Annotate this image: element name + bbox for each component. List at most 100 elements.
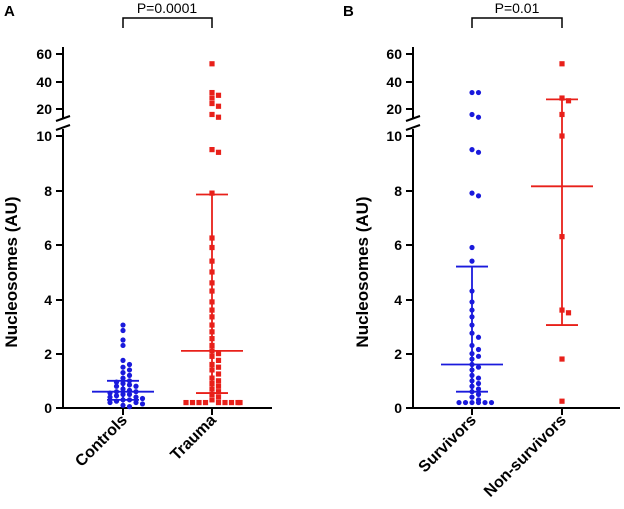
panel-a-controls-point-34	[120, 402, 126, 408]
panel-a-controls-point-9	[126, 372, 133, 378]
panel-a-category-controls: Controls	[72, 412, 131, 471]
panel-a-controls-point-10	[120, 375, 126, 381]
panel-a-trauma-point-37	[215, 389, 222, 395]
panel-b-survivors-point-8	[469, 244, 475, 251]
panel-b-survivors-point-18	[475, 346, 482, 353]
panel-a-significance-bracket	[122, 17, 213, 28]
panel-a-trauma-point-5	[215, 103, 222, 109]
panel-b-tick-label-60: 60	[386, 46, 402, 62]
panel-b-label: B	[343, 3, 354, 20]
panel-a-trauma-point-40	[209, 397, 215, 403]
panel-a-controls-point-35	[126, 404, 133, 410]
panel-a-p-value: P=0.0001	[137, 0, 198, 16]
panel-b-survivors-point-36	[475, 399, 482, 406]
panel-b-tick-label-6: 6	[394, 237, 402, 253]
panel-a-controls-point-27	[139, 395, 146, 402]
panel-a-tick-label-10: 10	[36, 128, 52, 144]
panel-a-data-marks	[92, 61, 243, 410]
panel-b-survivors-point-4	[469, 147, 475, 153]
panel-a-trauma-point-45	[228, 399, 235, 406]
panel-b-survivors-point-3	[475, 114, 482, 120]
panel-a-controls-point-8	[120, 370, 126, 376]
panel-a-controls-point-33	[139, 401, 146, 407]
panel-a-tick-label-0: 0	[44, 400, 52, 416]
panel-b-survivors-point-35	[469, 399, 475, 406]
panel-a-trauma-point-41	[215, 399, 222, 406]
panel-a-axis-break-top	[55, 115, 71, 122]
panel-b-tick-label-10: 10	[386, 128, 402, 144]
panel-b-non-survivors-point-1	[559, 95, 565, 101]
panel-a-trauma-point-31	[215, 371, 222, 377]
panel-a-trauma-point-6	[209, 111, 215, 118]
panel-a-tick-label-4: 4	[44, 292, 52, 308]
panel-a-trauma-point-48	[183, 399, 189, 406]
panel-b-survivors-point-20	[475, 353, 482, 359]
panel-a-trauma-point-9	[215, 149, 222, 155]
panel-b-category-survivors: Survivors	[416, 412, 480, 476]
panel-a-trauma-point-29	[215, 364, 222, 370]
panel-a-trauma-point-2	[215, 92, 222, 98]
panel-a-controls-point-23	[126, 391, 133, 397]
panel-a-controls-point-16	[133, 383, 139, 389]
panel-a-label: A	[4, 3, 15, 20]
panel-a-trauma-point-33	[215, 378, 222, 384]
panel-a-tick-label-8: 8	[44, 183, 52, 199]
panel-b-survivors-point-7	[475, 193, 482, 199]
panel-b-survivors-point-5	[475, 149, 482, 155]
panel-a-trauma-point-44	[196, 399, 202, 406]
panel-b-tick-label-40: 40	[386, 74, 402, 90]
panel-b-non-survivors-point-7	[565, 310, 572, 316]
panel-b-survivors-point-0	[469, 89, 475, 96]
panel-a-trauma-point-25	[215, 351, 222, 357]
panel-a-trauma-point-1	[209, 89, 215, 96]
panel-b-survivors-point-1	[475, 89, 482, 96]
panel-a-controls-point-6	[120, 364, 126, 370]
panel-a-controls-point-32	[107, 399, 113, 406]
panel-a-tick-label-60: 60	[36, 46, 52, 62]
panel-a-controls-point-31	[133, 399, 139, 406]
panel-b-non-survivors-point-2	[565, 98, 572, 104]
panel-b-tick-label-0: 0	[394, 400, 402, 416]
panel-a-controls-point-14	[126, 382, 133, 388]
panel-b-survivors-point-26	[475, 375, 482, 381]
panel-b-survivors-point-32	[475, 391, 482, 397]
panel-b-tick-label-20: 20	[386, 101, 402, 117]
panel-b-survivors-point-33	[469, 394, 475, 400]
panel-b-survivors-point-2	[469, 111, 475, 118]
panel-a-controls-point-4	[120, 357, 126, 363]
panel-b-category-non-survivors: Non-survivors	[481, 412, 570, 501]
panel-a-trauma-point-46	[189, 399, 196, 406]
panel-a-controls-point-7	[126, 367, 133, 373]
panel-a-controls-point-25	[133, 394, 139, 400]
panel-b-significance-bracket	[471, 17, 563, 28]
panel-a: A Nucleosomes (AU) 0 2 4 6 8 10 20 40 6	[2, 0, 272, 470]
panel-b-non-survivors-point-8	[559, 356, 565, 362]
panel-b-tick-label-2: 2	[394, 346, 402, 362]
panel-a-trauma-point-8	[209, 147, 215, 153]
panel-b-survivors-point-9	[469, 258, 475, 264]
panel-b-survivors-point-28	[475, 380, 482, 387]
panel-b-non-survivors-point-9	[559, 398, 565, 404]
panel-a-trauma-point-10	[209, 190, 215, 196]
panel-a-trauma-point-39	[215, 394, 222, 400]
panel-b-axis-break-bottom	[405, 124, 421, 131]
panel-b-axis-break-top	[405, 115, 421, 122]
panel-b-survivors-point-38	[482, 399, 488, 406]
panel-b-survivors-point-37	[462, 399, 469, 406]
panel-b-survivors-point-30	[475, 386, 482, 392]
panel-a-trauma-point-3	[209, 95, 215, 101]
panel-a-y-ticks: 0 2 4 6 8 10 20 40 60	[36, 46, 63, 416]
panel-a-controls-point-0	[120, 322, 126, 328]
panel-a-trauma-point-38	[209, 391, 215, 397]
panel-a-axis-break-bottom	[55, 124, 71, 131]
panel-b-survivors-point-23	[475, 364, 482, 370]
panel-b-p-value: P=0.01	[495, 0, 540, 16]
panel-a-tick-label-40: 40	[36, 74, 52, 90]
panel-a-controls-point-3	[120, 342, 126, 349]
panel-a-y-axis-label: Nucleosomes (AU)	[2, 196, 21, 347]
panel-b-survivors-point-6	[469, 190, 475, 196]
panel-a-controls-point-5	[126, 361, 133, 368]
panel-a-controls-point-26	[107, 394, 113, 400]
panel-b-y-ticks: 0 2 4 6 8 10 20 40 60	[386, 46, 413, 416]
